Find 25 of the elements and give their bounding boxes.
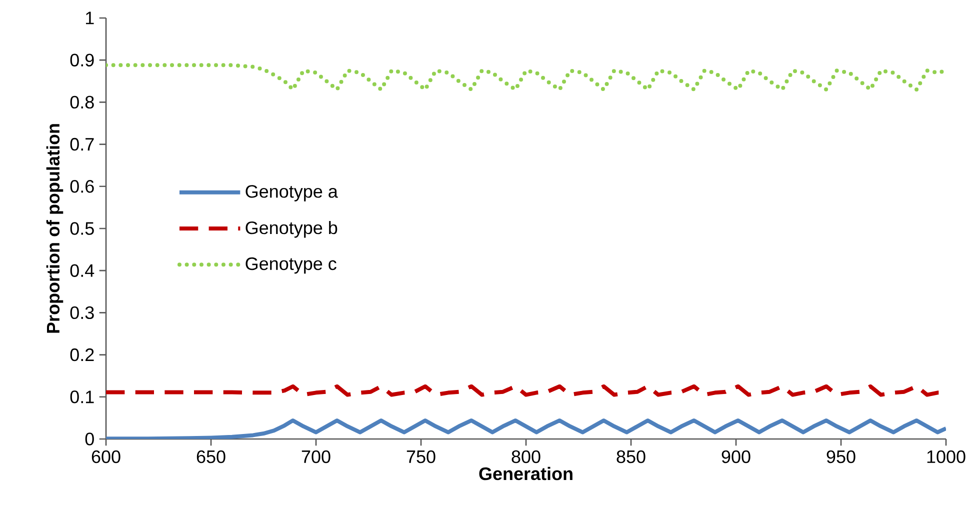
y-tick-label: 0.9 [70, 54, 94, 66]
x-tick-label: 650 [196, 450, 226, 464]
x-tick-label: 700 [302, 450, 330, 464]
y-tick-label: 0 [85, 432, 94, 446]
y-tick-label: 0.1 [70, 390, 94, 404]
x-tick-label: 1000 [927, 450, 966, 464]
legend-label: Genotype b [246, 220, 338, 238]
x-tick-label: 900 [722, 450, 750, 464]
legend-label: Genotype c [246, 257, 336, 274]
y-tick-label: 1 [86, 12, 94, 24]
x-axis-title: Generation [479, 466, 572, 480]
y-tick-label: 0.2 [70, 348, 94, 362]
x-tick-label: 600 [92, 450, 120, 464]
y-tick-label: 0.3 [70, 306, 94, 320]
x-tick-label: 750 [406, 450, 436, 464]
y-tick-label: 0.7 [70, 138, 94, 151]
y-tick-label: 0.4 [70, 264, 94, 277]
x-tick-label: 950 [826, 450, 856, 464]
x-tick-label: 850 [616, 450, 646, 464]
legend-label: Genotype a [246, 185, 338, 202]
y-axis-title: Proportion of population [46, 124, 64, 333]
y-tick-label: 0.8 [70, 96, 94, 109]
x-tick-label: 800 [512, 450, 540, 464]
y-tick-label: 0.6 [70, 180, 94, 193]
y-tick-label: 0.5 [70, 222, 94, 235]
